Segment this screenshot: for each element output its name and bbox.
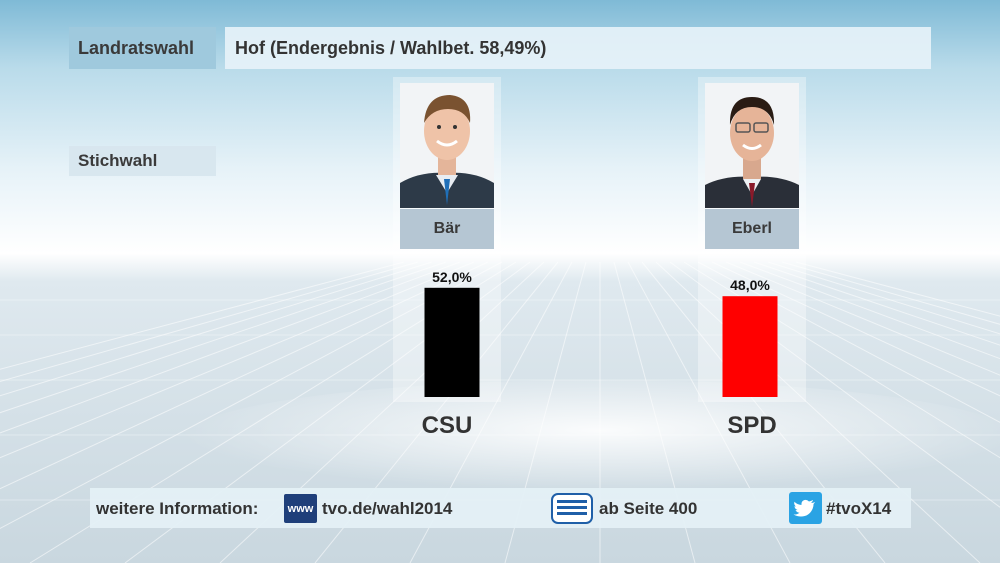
info-label: weitere Information: xyxy=(96,499,259,518)
www-icon: www xyxy=(284,494,317,523)
teletext-icon xyxy=(551,493,593,524)
party-label-spd: SPD xyxy=(727,412,777,439)
candidate-name-1: Bär xyxy=(400,209,494,249)
website-link[interactable]: tvo.de/wahl2014 xyxy=(322,499,453,518)
info-footer xyxy=(90,488,911,528)
round-label: Stichwahl xyxy=(69,146,216,176)
www-icon-text: www xyxy=(287,502,314,515)
bar-spd xyxy=(722,296,778,397)
teletext-page: ab Seite 400 xyxy=(599,499,698,518)
hashtag: #tvoX14 xyxy=(826,499,892,518)
party-label-csu: CSU xyxy=(421,412,473,439)
value-label-spd: 48,0% xyxy=(730,277,770,294)
twitter-icon xyxy=(789,492,822,524)
candidate-photo-2 xyxy=(705,83,799,208)
value-label-csu: 52,0% xyxy=(432,268,472,285)
election-type-label: Landratswahl xyxy=(69,27,216,69)
election-title: Hof (Endergebnis / Wahlbet. 58,49%) xyxy=(225,27,931,69)
candidate-photo-1 xyxy=(400,83,494,208)
bar-csu xyxy=(424,287,480,397)
candidate-name-2: Eberl xyxy=(705,209,799,249)
